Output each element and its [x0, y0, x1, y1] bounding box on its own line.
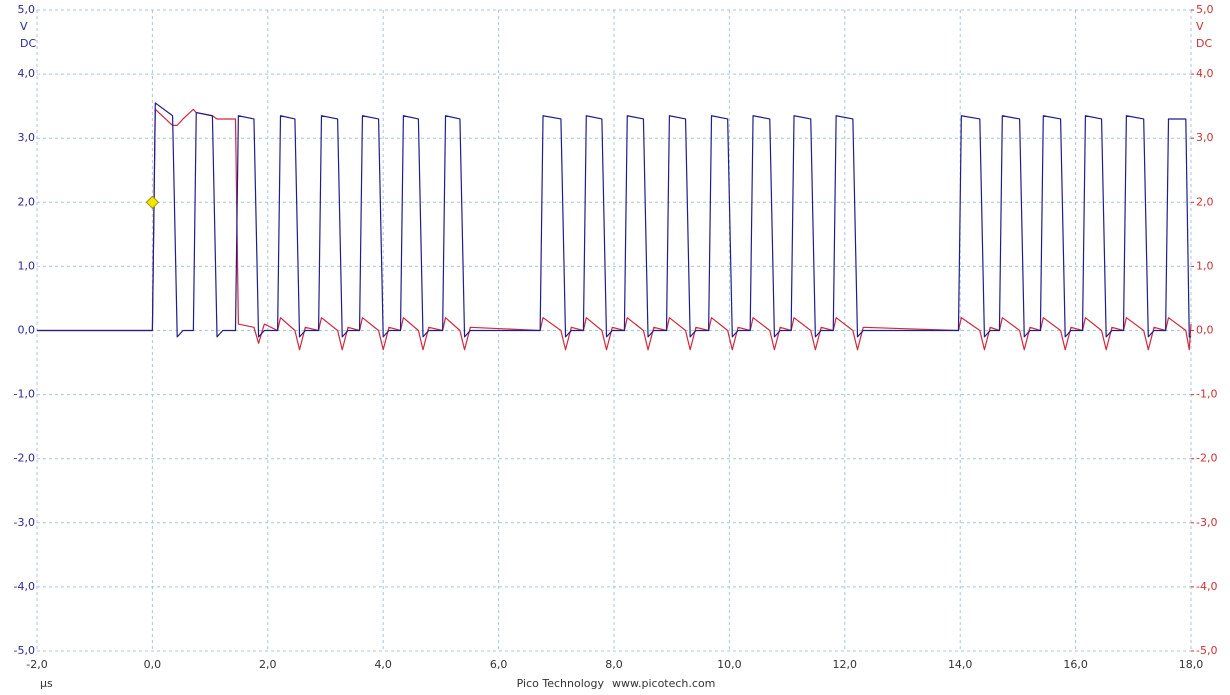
y2-tick-label: -4,0: [1196, 580, 1217, 593]
x-tick-label: 0,0: [144, 658, 162, 671]
y-tick-label: -2,0: [14, 452, 35, 465]
y-coupling: DC: [20, 37, 36, 50]
x-tick-label: 6,0: [490, 658, 508, 671]
x-tick-label: 2,0: [259, 658, 277, 671]
y2-tick-label: 3,0: [1196, 131, 1214, 144]
x-tick-label: 12,0: [833, 658, 858, 671]
y-tick-label: -1,0: [14, 388, 35, 401]
y-tick-label: 4,0: [18, 67, 36, 80]
y-tick-label: -5,0: [14, 644, 35, 657]
x-tick-label: 16,0: [1063, 658, 1088, 671]
y2-tick-label: 4,0: [1196, 67, 1214, 80]
y-tick-label: -4,0: [14, 580, 35, 593]
x-tick-label: 4,0: [374, 658, 392, 671]
y2-tick-label: 0,0: [1196, 324, 1214, 337]
y2-tick-label: -2,0: [1196, 452, 1217, 465]
trigger-marker: [145, 195, 160, 210]
footer-brand: Pico Technology: [517, 677, 605, 690]
x-tick-label: -2,0: [26, 658, 47, 671]
x-tick-label: 8,0: [605, 658, 623, 671]
y-tick-label: 0,0: [18, 324, 36, 337]
y2-tick-label: 1,0: [1196, 259, 1214, 272]
y2-tick-label: -1,0: [1196, 388, 1217, 401]
x-tick-label: 10,0: [717, 658, 742, 671]
y-tick-label: 1,0: [18, 259, 36, 272]
trace: [37, 108, 1192, 351]
x-axis-label: µs: [40, 677, 53, 690]
y2-tick-label: 2,0: [1196, 195, 1214, 208]
y2-tick-label: -3,0: [1196, 516, 1217, 529]
y2-coupling: DC: [1196, 37, 1212, 50]
y2-tick-label: -5,0: [1196, 644, 1217, 657]
y-tick-label: 3,0: [18, 131, 36, 144]
y-tick-label: 5,0: [18, 3, 36, 16]
trace: [37, 102, 1191, 338]
y2-tick-label: 5,0: [1196, 3, 1214, 16]
x-tick-label: 18,0: [1179, 658, 1204, 671]
y-unit: V: [20, 20, 28, 33]
y-tick-label: -3,0: [14, 516, 35, 529]
y-tick-label: 2,0: [18, 195, 36, 208]
y2-unit: V: [1196, 20, 1204, 33]
footer-url: www.picotech.com: [612, 677, 715, 690]
x-tick-label: 14,0: [948, 658, 973, 671]
